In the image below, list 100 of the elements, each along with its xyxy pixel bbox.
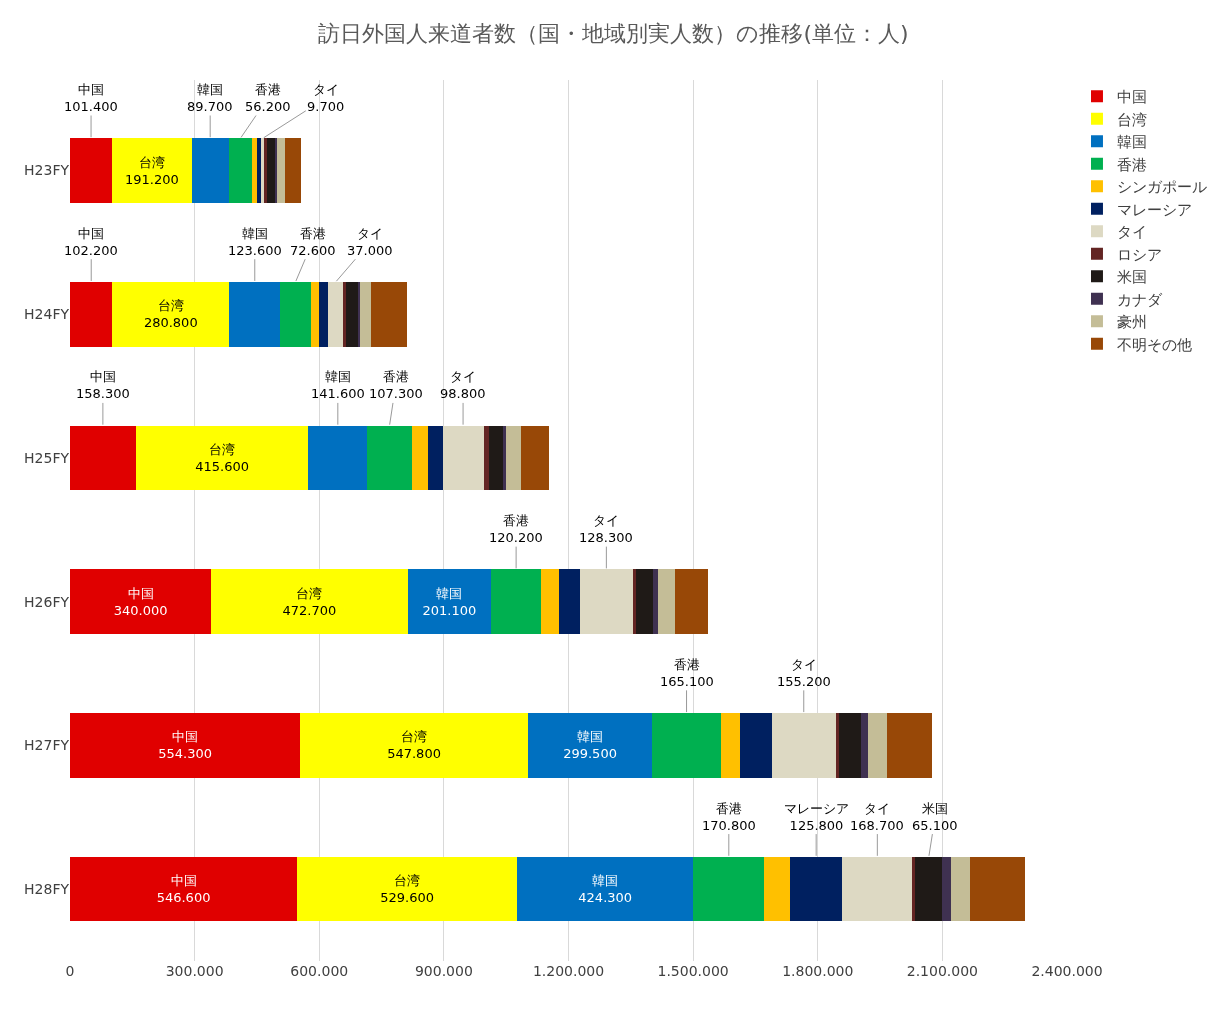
data-label: 158.300 [76, 385, 130, 401]
data-label: 123.600 [228, 242, 282, 258]
x-tick-label: 2.100.000 [906, 963, 979, 979]
text: 台湾 [296, 585, 323, 601]
bar [442, 425, 484, 491]
y-tick-label: H27FY [24, 737, 70, 754]
text: タイ [790, 657, 817, 672]
text: 米国 [921, 801, 948, 816]
bar [112, 138, 192, 203]
bar [969, 856, 1026, 922]
bar [407, 569, 492, 635]
bar [652, 713, 721, 778]
data-label: 72.600 [290, 242, 336, 258]
x-tick-label: 1.800.000 [782, 963, 854, 979]
data-label: 141.600 [311, 385, 365, 401]
bar [70, 713, 301, 778]
bar [838, 713, 861, 778]
legend-label: カナダ [1116, 290, 1163, 309]
bar [252, 138, 258, 203]
text: タイ [356, 226, 383, 241]
data-label: 547.800 [387, 746, 441, 762]
data-label: 9.700 [307, 98, 345, 114]
bar [70, 281, 113, 347]
bar [370, 281, 408, 347]
y-tick-label: H28FY [24, 881, 70, 898]
x-tick-label: 600.000 [290, 963, 349, 979]
data-label: 56.200 [245, 98, 291, 114]
bar [70, 138, 113, 203]
bar [308, 425, 368, 491]
text: 韓国 [592, 873, 619, 889]
y-tick-label: H23FY [24, 162, 70, 179]
bar [558, 569, 580, 635]
bar [488, 425, 504, 491]
bar [950, 856, 970, 922]
bar [915, 856, 943, 922]
data-label: 340.000 [113, 602, 168, 618]
data-label: 102.200 [64, 242, 118, 258]
bar [257, 138, 261, 203]
text: マレーシア [784, 801, 849, 816]
data-label: 170.800 [702, 817, 756, 833]
bar [527, 713, 653, 778]
y-tick-label: H24FY [24, 306, 70, 323]
text: 韓国 [324, 369, 351, 384]
text: 台湾 [138, 154, 165, 170]
legend-label: 中国 [1116, 88, 1147, 107]
bar [674, 569, 709, 635]
bar [912, 856, 916, 922]
bar [343, 281, 346, 347]
chart-title: 訪日外国人来道者数（国・地域別実人数）の推移(単位：人) [318, 20, 909, 46]
data-label: 128.300 [579, 529, 633, 545]
text: 中国 [89, 369, 116, 384]
bar [860, 713, 868, 778]
data-label: 89.700 [187, 98, 233, 114]
bar [633, 569, 637, 635]
data-label: 415.600 [195, 458, 249, 474]
bar [300, 713, 528, 778]
data-label: 554.300 [158, 746, 213, 762]
bar [428, 425, 443, 491]
bar [70, 569, 212, 635]
legend-label: シンガポール [1116, 178, 1207, 197]
legend-label: ロシア [1116, 245, 1162, 264]
data-label: 37.000 [347, 242, 393, 258]
bar [211, 569, 408, 635]
text: 中国 [172, 729, 199, 745]
y-tick-label: H26FY [24, 593, 70, 610]
bar [790, 856, 843, 922]
legend-label: タイ [1116, 223, 1147, 242]
bar [517, 856, 694, 922]
data-label: 472.700 [282, 602, 337, 618]
bar [541, 569, 559, 635]
data-label: 168.700 [850, 817, 904, 833]
legend-label: 香港 [1116, 155, 1147, 174]
x-tick-label: 1.200.000 [532, 963, 605, 979]
data-label: 165.100 [660, 673, 714, 689]
y-tick-label: H25FY [24, 449, 70, 466]
text: タイ [592, 513, 619, 528]
data-label: 546.600 [156, 890, 211, 906]
text: 中国 [77, 226, 104, 241]
data-label: 191.200 [124, 171, 179, 187]
text: 香港 [254, 82, 281, 97]
bar [367, 425, 412, 491]
legend-label: 米国 [1116, 268, 1147, 287]
bar [506, 425, 522, 491]
text: 中国 [77, 82, 104, 97]
data-label: 65.100 [912, 817, 958, 833]
bar [764, 856, 791, 922]
bar [297, 856, 518, 922]
bar [360, 281, 371, 347]
bar [720, 713, 740, 778]
bar [135, 425, 309, 491]
legend-label: 韓国 [1116, 133, 1147, 152]
text: 韓国 [241, 226, 268, 241]
bar [521, 425, 550, 491]
text: タイ [863, 801, 890, 816]
data-label: 280.800 [143, 315, 198, 331]
text: 香港 [715, 801, 742, 816]
text: タイ [312, 82, 339, 97]
text: 香港 [382, 369, 409, 384]
x-tick-label: 900.000 [414, 963, 473, 979]
text: 台湾 [157, 298, 184, 314]
